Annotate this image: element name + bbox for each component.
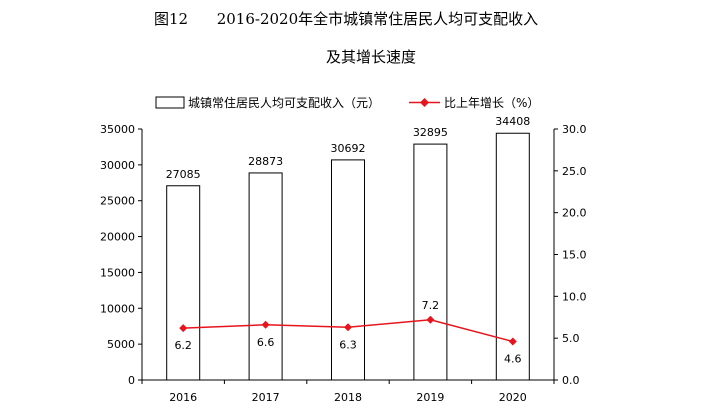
x-tick-label: 2017 [252,391,280,404]
bar-series: 27085 28873 30692 32895 34408 [166,115,530,381]
y-left-tick-label: 35000 [100,123,135,136]
y-left-tick-label: 10000 [100,302,135,315]
line-point [508,337,517,346]
line-data-label: 6.6 [257,336,275,349]
x-tick-label: 2016 [169,391,197,404]
y-right-tick-label: 25.0 [562,165,587,178]
line-point [179,324,188,333]
bar [248,172,283,381]
line-data-label: 6.3 [339,338,357,351]
y-left-tick-label: 30000 [100,159,135,172]
legend-line-marker [420,98,429,107]
y-right-tick-label: 30.0 [562,123,587,136]
x-tick-label: 2020 [499,391,527,404]
line-point [261,320,270,329]
legend-line-label: 比上年增长（%） [444,96,539,110]
y-right-tick-label: 20.0 [562,207,587,220]
bar-data-label: 34408 [495,115,530,128]
y-left-tick-label: 15000 [100,266,135,279]
y-left-tick-label: 5000 [107,338,135,351]
chart-title-line2: 及其增长速度 [326,48,417,66]
line-point [426,315,435,324]
legend-bar-swatch [155,96,185,109]
line-data-label: 6.2 [174,339,192,352]
bar-data-label: 32895 [413,126,448,139]
y-left-tick-label: 20000 [100,231,135,244]
chart-title-line1: 图12 2016-2020年全市城镇常住居民人均可支配收入 [154,10,539,28]
line-point [344,323,352,332]
y-right-tick-label: 5.0 [562,332,580,345]
x-tick-label: 2019 [416,391,444,404]
y-right-tick-label: 0.0 [562,374,580,387]
bar [331,159,365,381]
bar-data-label: 30692 [331,142,366,155]
bar [413,143,448,381]
x-tick-label: 2018 [334,391,362,404]
line-data-label: 7.2 [422,299,440,312]
bar-data-label: 27085 [166,168,201,181]
bar [166,185,201,381]
line-series: 6.2 6.6 6.3 7.2 4.6 [174,299,521,366]
axes: 0 5000 10000 15000 20000 25000 30000 35000 0.0 5.… [100,123,587,404]
line-data-label: 4.6 [504,353,522,366]
bar-data-label: 28873 [248,155,283,168]
y-left-tick-label: 0 [128,374,135,387]
y-right-tick-label: 15.0 [562,249,587,262]
y-left-tick-label: 25000 [100,195,135,208]
legend: 城镇常住居民人均可支配收入（元） 比上年增长（%） [155,96,539,110]
y-right-tick-label: 10.0 [562,290,587,303]
legend-bar-label: 城镇常住居民人均可支配收入（元） [188,96,380,110]
